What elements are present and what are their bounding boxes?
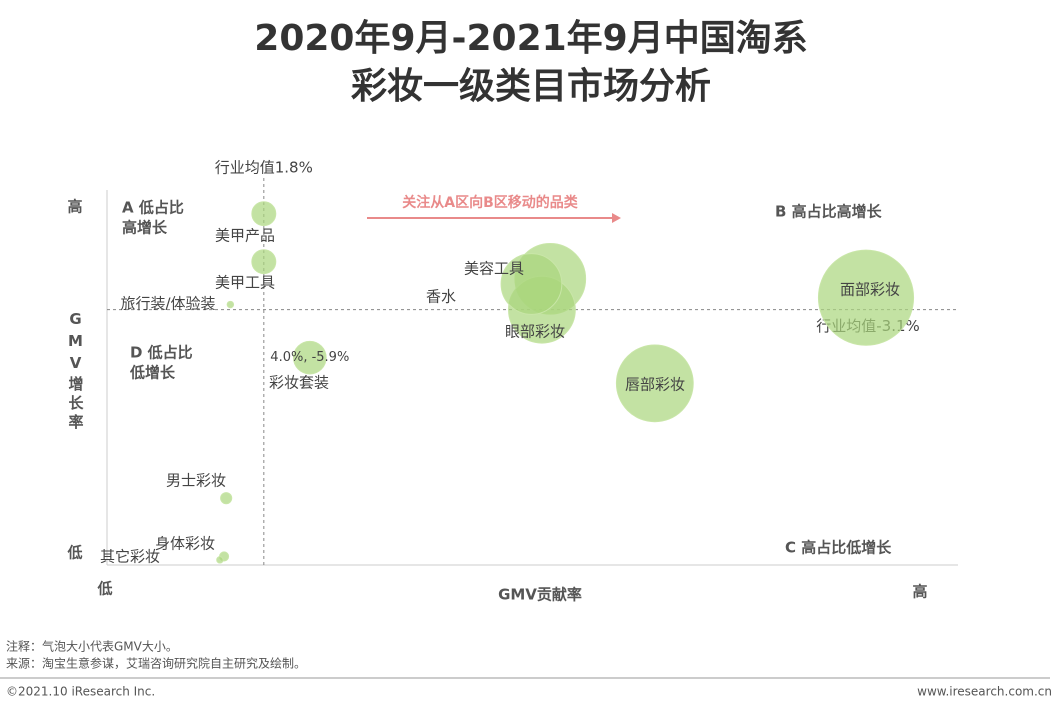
quadrant-label: 高增长 <box>122 219 168 237</box>
quadrant-label: B 高占比高增长 <box>775 203 883 221</box>
note: 来源：淘宝生意参谋，艾瑞咨询研究院自主研究及绘制。 <box>6 656 306 671</box>
point-label: 唇部彩妆 <box>625 376 685 394</box>
point-label: 彩妆套装 <box>269 374 329 392</box>
arrow-annotation: 关注从A区向B区移动的品类 <box>402 194 579 211</box>
x-end-label: 高 <box>912 583 927 601</box>
bubble <box>500 253 563 315</box>
bubble <box>216 556 224 564</box>
chart-title: 2020年9月-2021年9月中国淘系 <box>254 18 807 59</box>
note: 注释：气泡大小代表GMV大小。 <box>6 639 178 654</box>
point-label: 男士彩妆 <box>166 472 226 490</box>
y-axis-label: GMV增长率 <box>67 310 85 433</box>
bubble <box>220 492 233 505</box>
bubble <box>251 201 277 227</box>
point-label: 旅行装/体验装 <box>120 295 215 313</box>
x-end-label: 低 <box>96 580 112 598</box>
quadrant-label: 低增长 <box>129 364 176 382</box>
footer: www.iresearch.com.cn <box>917 685 1052 699</box>
point-label: 其它彩妆 <box>100 548 160 566</box>
point-label: 面部彩妆 <box>840 281 900 299</box>
quadrant-label: A 低占比 <box>122 199 184 217</box>
bubble <box>615 344 694 423</box>
bubble <box>251 249 277 275</box>
x-axis-label: GMV贡献率 <box>498 586 582 604</box>
y-end-label: 低 <box>66 544 82 562</box>
point-label: 美甲工具 <box>215 274 275 292</box>
plot: 行业均值1.8%行业均值-3.1%美甲产品美甲工具旅行装/体验装彩妆套装4.0%… <box>100 159 958 566</box>
bubble <box>293 340 327 375</box>
bubble <box>226 300 235 309</box>
value-label: 4.0%, -5.9% <box>270 350 349 365</box>
y-end-label: 高 <box>67 198 82 216</box>
bubble <box>817 249 915 346</box>
chart-title: 彩妆一级类目市场分析 <box>351 66 711 107</box>
point-label: 美甲产品 <box>215 227 275 245</box>
quadrant-label: D 低占比 <box>130 344 193 362</box>
point-label: 香水 <box>426 288 456 306</box>
quadrant-label: C 高占比低增长 <box>785 539 892 557</box>
point-label: 身体彩妆 <box>155 535 215 553</box>
reference-label: 行业均值1.8% <box>215 159 313 177</box>
arrow-head <box>612 213 621 223</box>
point-label: 美容工具 <box>464 260 524 278</box>
point-label: 眼部彩妆 <box>505 323 565 341</box>
footer: ©2021.10 iResearch Inc. <box>6 685 155 699</box>
